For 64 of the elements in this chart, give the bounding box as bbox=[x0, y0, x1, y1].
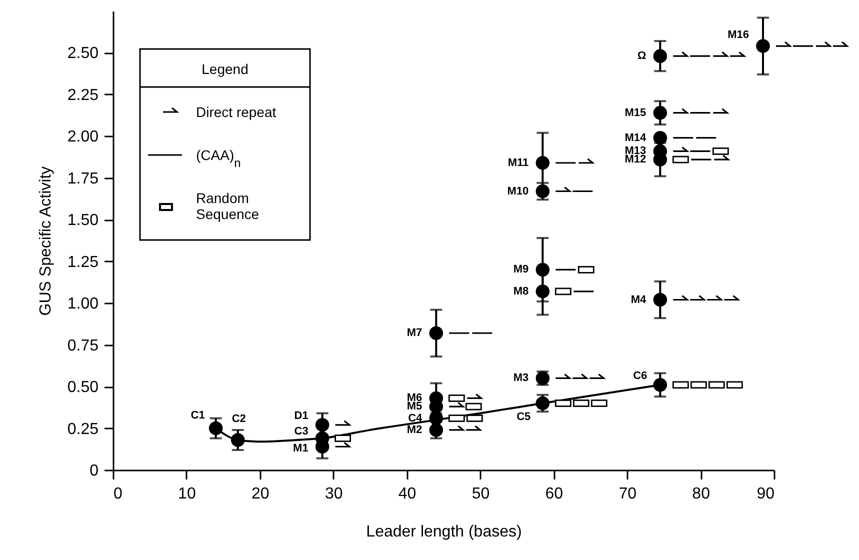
annotation: Random Sequence bbox=[196, 190, 260, 222]
x-tick-label: 20 bbox=[251, 486, 270, 502]
x-tick-label: 10 bbox=[178, 486, 196, 502]
annotation: C5 bbox=[516, 411, 531, 424]
y-tick-label: 1.25 bbox=[67, 254, 99, 271]
y-tick-label: 1.00 bbox=[67, 296, 99, 313]
point bbox=[756, 39, 770, 53]
annotation: M15 bbox=[624, 106, 646, 119]
y-tick-label: 0 bbox=[90, 462, 99, 480]
y-axis-title: GUS Specific Activity bbox=[37, 166, 54, 316]
x-tick-label: 0 bbox=[114, 486, 122, 502]
point bbox=[536, 184, 550, 198]
annotation: M10 bbox=[507, 185, 529, 198]
point bbox=[230, 433, 245, 447]
point bbox=[536, 396, 550, 410]
y-tick-label: 1.75 bbox=[67, 170, 99, 188]
y-tick-label: 2.50 bbox=[67, 45, 99, 62]
point bbox=[653, 49, 668, 63]
point bbox=[315, 418, 330, 432]
annotation: M14 bbox=[624, 132, 648, 144]
annotation: Ω bbox=[637, 50, 646, 62]
annotation: M3 bbox=[513, 372, 529, 384]
y-tick-label: 1.50 bbox=[67, 212, 99, 230]
annotation: M2 bbox=[406, 424, 422, 436]
y-tick-label: 2.25 bbox=[67, 86, 99, 104]
x-tick-label: 60 bbox=[545, 486, 564, 502]
point bbox=[653, 292, 668, 307]
annotation: M9 bbox=[513, 264, 529, 276]
point bbox=[208, 421, 223, 436]
annotation: M1 bbox=[293, 442, 308, 455]
annotation: C3 bbox=[294, 425, 308, 438]
annotation: C6 bbox=[633, 370, 648, 382]
x-axis-title: Leader length (bases) bbox=[366, 524, 522, 540]
annotation: M7 bbox=[406, 327, 422, 340]
y-tick-label: 2.00 bbox=[67, 128, 99, 146]
x-tick-label: 90 bbox=[756, 486, 775, 502]
y-tick-label: 0.25 bbox=[67, 420, 99, 438]
x-tick-label: 70 bbox=[618, 486, 637, 502]
annotation: C2 bbox=[232, 412, 246, 425]
annotation: Legend bbox=[202, 61, 248, 77]
annotation: (CAA)$_{n}$ bbox=[196, 147, 241, 170]
annotation: C1 bbox=[190, 409, 205, 422]
point bbox=[653, 106, 668, 120]
annotation: M11 bbox=[508, 156, 529, 169]
point bbox=[429, 411, 444, 426]
point bbox=[429, 326, 444, 340]
point bbox=[536, 262, 550, 277]
annotation: M8 bbox=[513, 285, 529, 298]
point bbox=[429, 423, 444, 437]
y-tick-label: 0.50 bbox=[67, 379, 99, 396]
x-tick-label: 80 bbox=[692, 486, 710, 502]
annotation: D1 bbox=[294, 410, 308, 422]
point bbox=[653, 378, 668, 392]
point bbox=[536, 156, 550, 170]
annotation: C4 bbox=[408, 412, 424, 424]
x-tick-label: 30 bbox=[324, 486, 343, 502]
point bbox=[536, 284, 550, 298]
annotation: M4 bbox=[630, 294, 648, 306]
y-tick-label: 0.75 bbox=[67, 337, 99, 354]
point bbox=[653, 130, 668, 145]
annotation: M16 bbox=[728, 29, 749, 42]
annotation: Direct repeat bbox=[196, 104, 276, 120]
x-tick-label: 40 bbox=[398, 486, 416, 502]
x-tick-label: 50 bbox=[472, 486, 490, 502]
